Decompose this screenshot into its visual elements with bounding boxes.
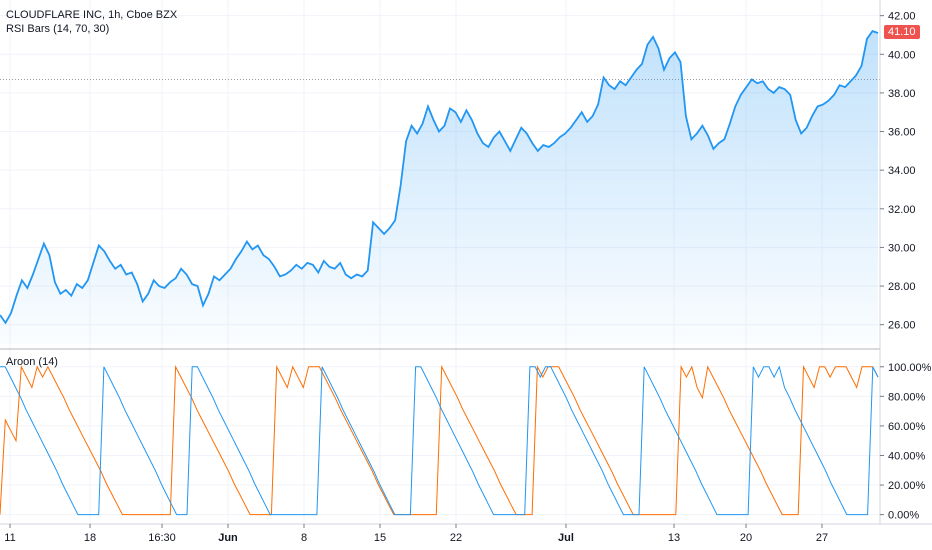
time-tick-label: 15 [374,532,386,544]
aroon-tick-label: 100.00% [888,362,932,374]
price-tick-label: 38.00 [888,88,916,100]
aroon-axis[interactable]: 0.00% 20.00% 40.00% 60.00% 80.00% 100.00% [880,362,932,522]
aroon-tick-label: 20.00% [888,480,926,492]
price-line[interactable] [0,30,879,325]
last-price-badge: 41.10 [884,25,920,40]
rsi-bars-indicator-label[interactable]: RSI Bars (14, 70, 30) [6,23,110,35]
aroon-tick-label: 80.00% [888,391,926,403]
aroon-tick-label: 40.00% [888,450,926,462]
time-tick-label: 16:30 [148,532,176,544]
price-tick-label: 42.00 [888,11,916,23]
symbol-title: CLOUDFLARE INC, 1h, Cboe BZX [6,9,178,21]
time-axis[interactable]: 11 18 16:30 Jun 8 15 22 Jul 13 20 27 [4,524,828,544]
price-axis[interactable]: 26.00 28.00 30.00 32.00 34.00 36.00 38.00 40.00… [880,11,916,332]
aroon-down-line[interactable] [0,365,879,516]
time-tick-label: 13 [668,532,680,544]
price-tick-label: 30.00 [888,242,916,254]
price-tick-label: 26.00 [888,320,916,332]
price-area-fill [0,31,878,344]
aroon-pane-grid [0,366,880,516]
aroon-tick-label: 60.00% [888,421,926,433]
time-tick-label: 20 [740,532,752,544]
time-tick-label: 18 [84,532,96,544]
price-tick-label: 32.00 [888,204,916,216]
time-tick-label: 27 [816,532,828,544]
price-tick-label: 28.00 [888,281,916,293]
time-tick-label: 8 [301,532,307,544]
time-tick-label: Jun [218,532,238,544]
aroon-indicator-label[interactable]: Aroon (14) [6,356,58,368]
time-tick-label: Jul [558,532,574,544]
aroon-tick-label: 0.00% [888,510,919,522]
time-tick-label: 11 [4,532,15,544]
price-tick-label: 34.00 [888,165,916,177]
price-tick-label: 36.00 [888,127,916,139]
aroon-up-line[interactable] [0,364,879,516]
time-tick-label: 22 [450,532,462,544]
price-tick-label: 40.00 [888,49,916,61]
